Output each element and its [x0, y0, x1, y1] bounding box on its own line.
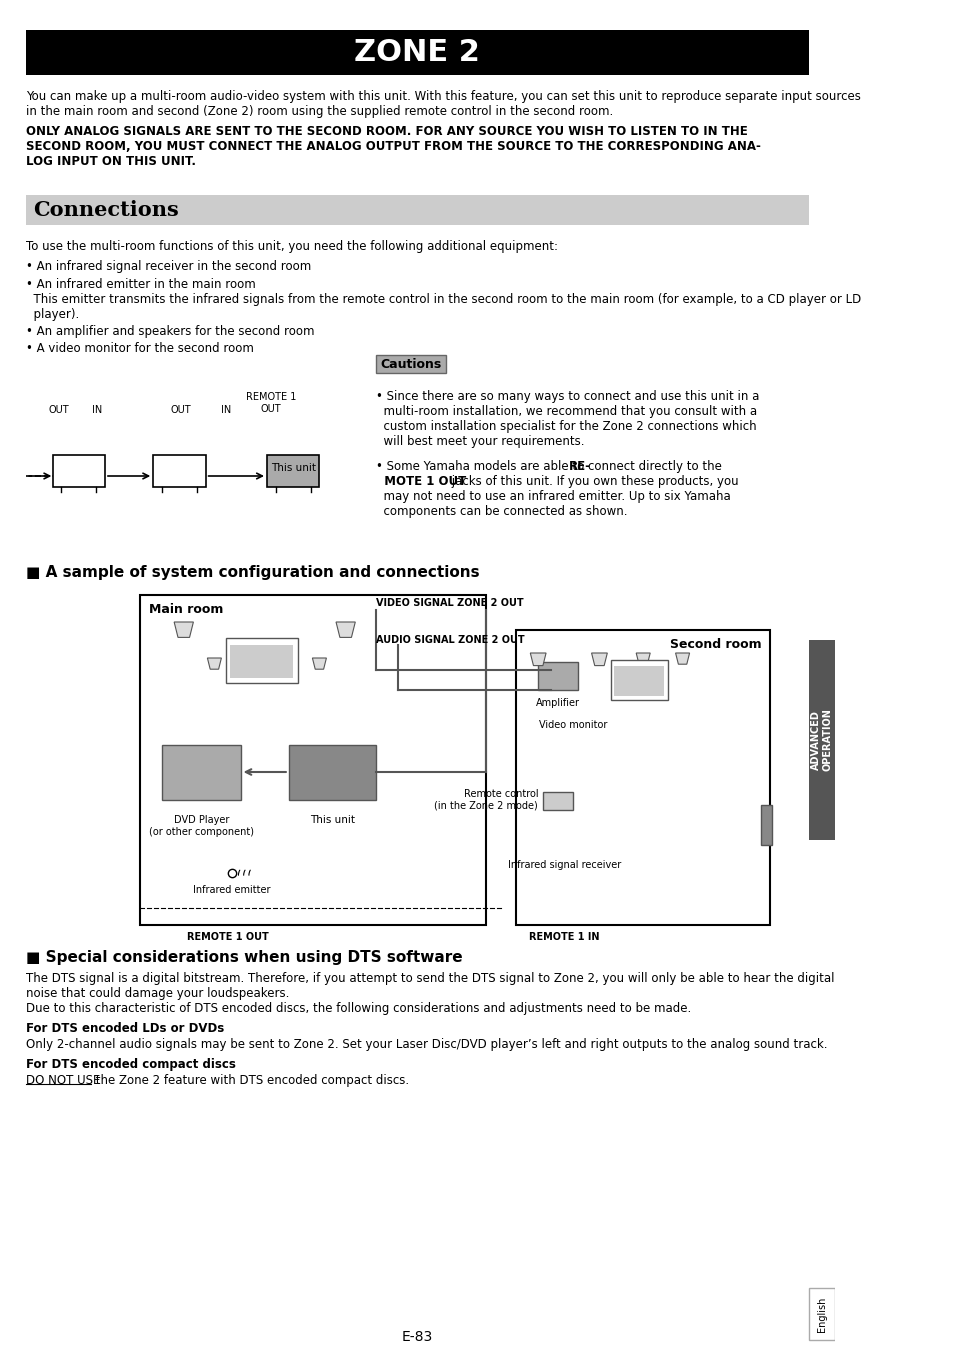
Polygon shape	[174, 621, 193, 638]
Text: • A video monitor for the second room: • A video monitor for the second room	[27, 342, 253, 355]
Text: ONLY ANALOG SIGNALS ARE SENT TO THE SECOND ROOM. FOR ANY SOURCE YOU WISH TO LIST: ONLY ANALOG SIGNALS ARE SENT TO THE SECO…	[27, 126, 760, 168]
Text: IN: IN	[91, 405, 102, 415]
Text: DO NOT USE: DO NOT USE	[27, 1074, 100, 1088]
FancyBboxPatch shape	[140, 594, 485, 925]
Text: components can be connected as shown.: components can be connected as shown.	[375, 505, 627, 517]
Text: Second room: Second room	[669, 638, 760, 651]
Text: REMOTE 1
OUT: REMOTE 1 OUT	[246, 392, 296, 413]
Text: • An amplifier and speakers for the second room: • An amplifier and speakers for the seco…	[27, 326, 314, 338]
Polygon shape	[636, 653, 650, 665]
Text: For DTS encoded compact discs: For DTS encoded compact discs	[27, 1058, 236, 1071]
FancyBboxPatch shape	[153, 455, 206, 486]
Text: ZONE 2: ZONE 2	[355, 38, 480, 68]
FancyBboxPatch shape	[27, 30, 808, 76]
Text: AUDIO SIGNAL ZONE 2 OUT: AUDIO SIGNAL ZONE 2 OUT	[375, 635, 524, 644]
FancyBboxPatch shape	[226, 638, 297, 684]
Text: Infrared emitter: Infrared emitter	[193, 885, 271, 894]
Text: REMOTE 1 OUT: REMOTE 1 OUT	[187, 932, 268, 942]
FancyBboxPatch shape	[516, 630, 769, 925]
Text: OUT: OUT	[48, 405, 69, 415]
FancyBboxPatch shape	[610, 661, 667, 700]
FancyBboxPatch shape	[542, 792, 573, 811]
Text: ■ A sample of system configuration and connections: ■ A sample of system configuration and c…	[27, 565, 479, 580]
Polygon shape	[335, 621, 355, 638]
Text: The DTS signal is a digital bitstream. Therefore, if you attempt to send the DTS: The DTS signal is a digital bitstream. T…	[27, 971, 834, 1000]
Text: Only 2-channel audio signals may be sent to Zone 2. Set your Laser Disc/DVD play: Only 2-channel audio signals may be sent…	[27, 1038, 827, 1051]
Text: • An infrared signal receiver in the second room: • An infrared signal receiver in the sec…	[27, 259, 312, 273]
FancyBboxPatch shape	[760, 805, 771, 844]
Text: OUT: OUT	[171, 405, 191, 415]
Polygon shape	[254, 648, 270, 661]
FancyBboxPatch shape	[267, 455, 319, 486]
Text: jacks of this unit. If you own these products, you: jacks of this unit. If you own these pro…	[448, 476, 738, 488]
FancyBboxPatch shape	[230, 644, 293, 678]
FancyBboxPatch shape	[808, 1288, 834, 1340]
Text: Connections: Connections	[33, 200, 179, 220]
Text: the Zone 2 feature with DTS encoded compact discs.: the Zone 2 feature with DTS encoded comp…	[91, 1074, 409, 1088]
Text: • Since there are so many ways to connect and use this unit in a
  multi-room in: • Since there are so many ways to connec…	[375, 390, 759, 449]
Text: Due to this characteristic of DTS encoded discs, the following considerations an: Due to this characteristic of DTS encode…	[27, 1002, 691, 1015]
Text: For DTS encoded LDs or DVDs: For DTS encoded LDs or DVDs	[27, 1021, 224, 1035]
Text: Main room: Main room	[149, 603, 223, 616]
Polygon shape	[312, 658, 326, 669]
Text: Amplifier: Amplifier	[535, 698, 578, 708]
Text: English: English	[816, 1297, 826, 1332]
Text: REMOTE 1 IN: REMOTE 1 IN	[529, 932, 599, 942]
FancyBboxPatch shape	[537, 662, 577, 690]
Text: E-83: E-83	[401, 1329, 433, 1344]
Text: Cautions: Cautions	[380, 358, 441, 370]
Text: IN: IN	[220, 405, 231, 415]
Text: This emitter transmits the infrared signals from the remote control in the secon: This emitter transmits the infrared sign…	[27, 293, 861, 322]
Text: may not need to use an infrared emitter. Up to six Yamaha: may not need to use an infrared emitter.…	[375, 490, 730, 503]
Text: Infrared signal receiver: Infrared signal receiver	[507, 861, 620, 870]
Text: This unit: This unit	[271, 463, 315, 473]
Text: ■ Special considerations when using DTS software: ■ Special considerations when using DTS …	[27, 950, 462, 965]
Text: • An infrared emitter in the main room: • An infrared emitter in the main room	[27, 278, 255, 290]
Polygon shape	[530, 653, 545, 666]
Text: RE-: RE-	[568, 459, 590, 473]
Polygon shape	[675, 653, 689, 665]
Text: You can make up a multi-room audio-video system with this unit. With this featur: You can make up a multi-room audio-video…	[27, 91, 861, 118]
FancyBboxPatch shape	[614, 666, 663, 696]
Text: MOTE 1 OUT: MOTE 1 OUT	[375, 476, 466, 488]
Text: Remote control
(in the Zone 2 mode): Remote control (in the Zone 2 mode)	[434, 789, 537, 811]
Text: This unit: This unit	[310, 815, 355, 825]
Text: Video monitor: Video monitor	[538, 720, 607, 730]
Polygon shape	[207, 658, 221, 669]
Text: To use the multi-room functions of this unit, you need the following additional : To use the multi-room functions of this …	[27, 240, 558, 253]
FancyBboxPatch shape	[808, 640, 834, 840]
Text: ADVANCED
OPERATION: ADVANCED OPERATION	[810, 708, 832, 771]
Text: • Some Yamaha models are able to connect directly to the: • Some Yamaha models are able to connect…	[375, 459, 725, 473]
FancyBboxPatch shape	[289, 744, 375, 800]
FancyBboxPatch shape	[27, 195, 808, 226]
FancyBboxPatch shape	[162, 744, 240, 800]
Polygon shape	[591, 653, 607, 666]
FancyBboxPatch shape	[52, 455, 105, 486]
FancyBboxPatch shape	[375, 355, 446, 373]
Text: DVD Player
(or other component): DVD Player (or other component)	[149, 815, 253, 836]
Text: VIDEO SIGNAL ZONE 2 OUT: VIDEO SIGNAL ZONE 2 OUT	[375, 598, 523, 608]
